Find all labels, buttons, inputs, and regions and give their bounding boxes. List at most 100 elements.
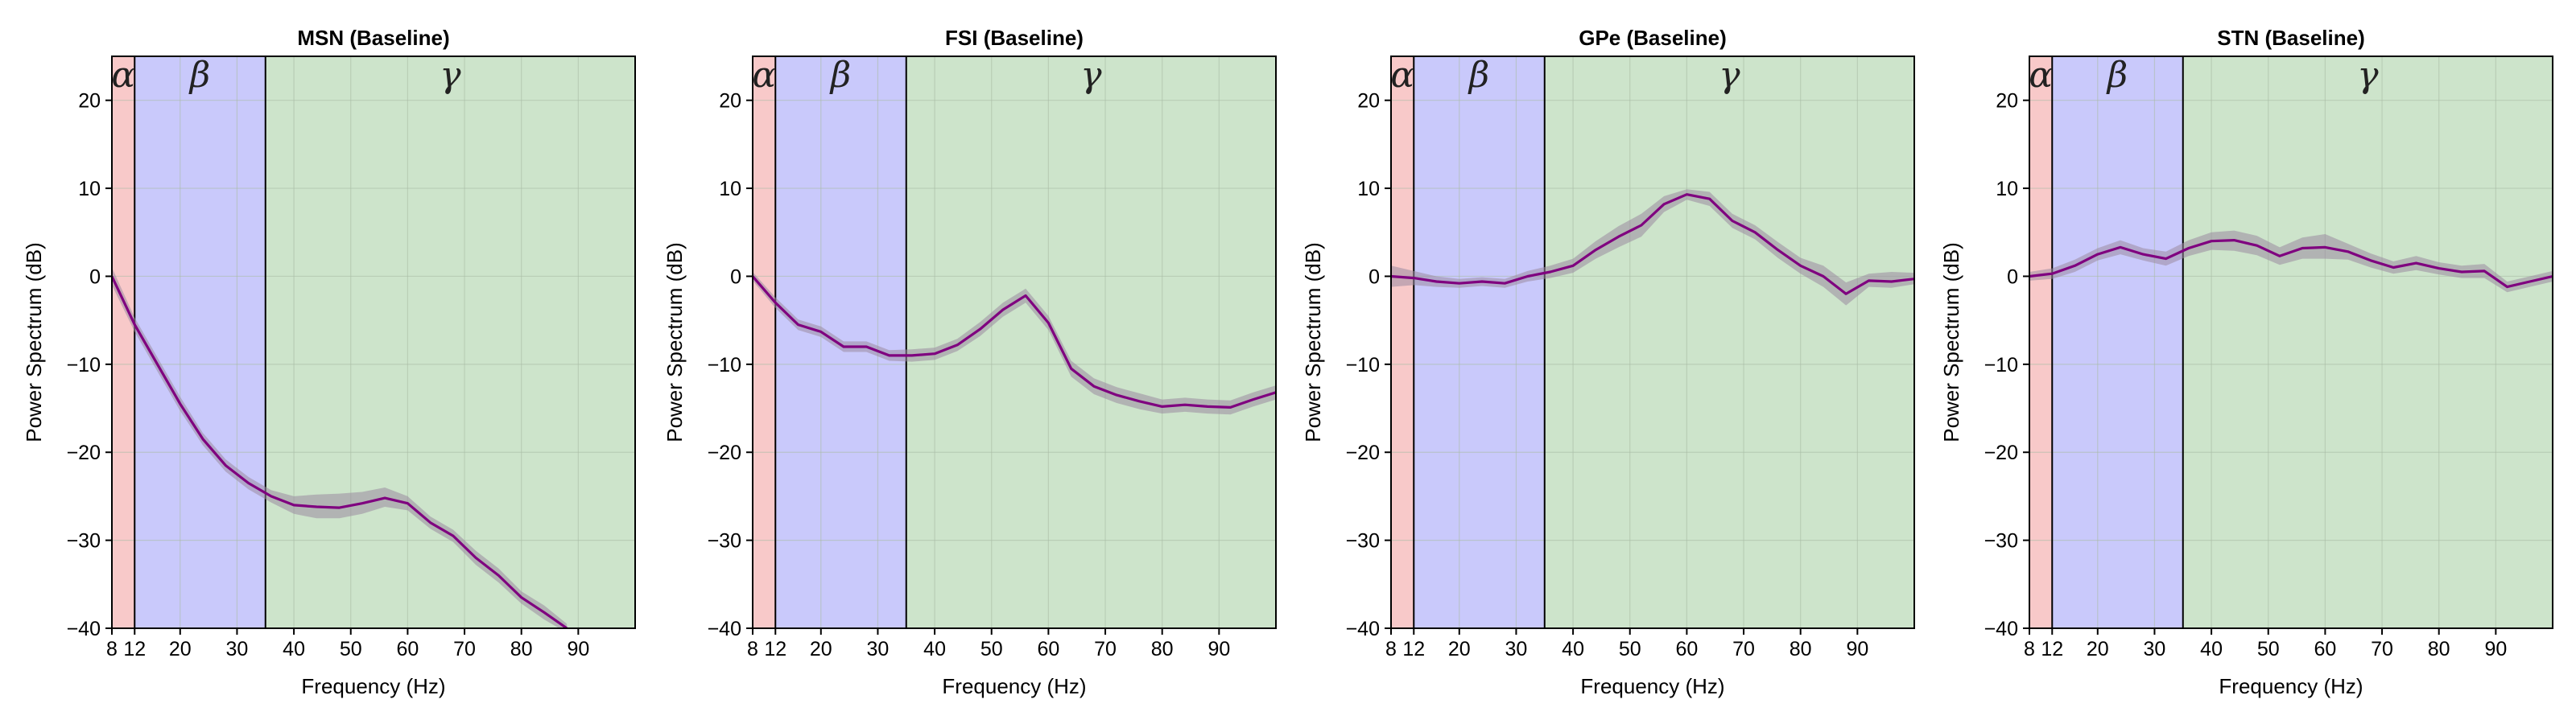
series-line — [1391, 193, 1914, 295]
axes-frame — [1390, 56, 1915, 629]
band-gamma-label: γ — [1080, 55, 1102, 96]
x-tick-label: 40 — [2200, 638, 2223, 660]
series-group — [753, 272, 1276, 415]
x-tick-label: 20 — [2087, 638, 2109, 660]
band-alpha-label: α — [752, 55, 776, 96]
y-tick-label: 20 — [1357, 90, 1380, 113]
band-alpha-label: α — [111, 55, 135, 96]
confidence-band — [112, 267, 568, 628]
y-tick-label: −40 — [708, 618, 741, 640]
panel-fsi: α β γ 8 12 20 30 40 50 60 70 80 90 20 10 0 −10 −20 −30 −40 F… — [663, 26, 1277, 698]
x-tick-label: 50 — [1619, 638, 1641, 660]
axes-frame — [752, 56, 1277, 629]
band-gamma-region — [2182, 56, 2553, 628]
x-tick-label: 50 — [2257, 638, 2280, 660]
y-tick-label: −30 — [1984, 530, 2018, 553]
x-tick-label: 50 — [340, 638, 362, 660]
y-tick-label: −30 — [67, 530, 101, 553]
x-tick-label: 60 — [396, 638, 419, 660]
y-axis-label: Power Spectrum (dB) — [663, 242, 687, 442]
band-alpha-region — [2029, 56, 2053, 628]
x-tick-label: 30 — [867, 638, 890, 660]
x-tick-label: 40 — [923, 638, 946, 660]
axes-frame — [111, 56, 636, 629]
y-tick-label: −20 — [67, 442, 101, 464]
x-tick-label: 8 — [1385, 638, 1397, 660]
y-tick-label: −40 — [67, 618, 101, 640]
series-line — [753, 275, 1276, 409]
panel-msn: α β γ 8 12 20 30 40 50 60 70 80 90 20 10 0 −10 −20 −30 −40 M… — [22, 26, 636, 698]
band-beta-label: β — [188, 55, 210, 96]
x-tick-label: 60 — [1037, 638, 1059, 660]
band-alpha-label: α — [1390, 55, 1414, 96]
y-tick-label: −40 — [1984, 618, 2018, 640]
x-tick-label: 8 — [2024, 638, 2035, 660]
x-tick-label: 30 — [2144, 638, 2166, 660]
confidence-band — [753, 272, 1276, 415]
x-tick-label: 8 — [747, 638, 758, 660]
x-tick-label: 80 — [510, 638, 533, 660]
chart-title: GPe (Baseline) — [1579, 26, 1727, 50]
x-axis-label: Frequency (Hz) — [1580, 674, 1724, 698]
x-tick-label: 8 — [106, 638, 118, 660]
y-tick-label: −30 — [708, 530, 741, 553]
chart-title: MSN (Baseline) — [297, 26, 449, 50]
chart-title: FSI (Baseline) — [945, 26, 1084, 50]
x-axis-label: Frequency (Hz) — [2219, 674, 2363, 698]
x-tick-label: 90 — [1208, 638, 1230, 660]
x-tick-label: 20 — [1448, 638, 1471, 660]
band-beta-label: β — [1468, 55, 1489, 96]
x-tick-label: 40 — [283, 638, 305, 660]
band-beta-region — [134, 56, 266, 628]
band-gamma-label: γ — [1719, 55, 1740, 96]
x-axis-label: Frequency (Hz) — [301, 674, 445, 698]
x-tick-label: 80 — [2428, 638, 2450, 660]
y-tick-label: 0 — [89, 265, 101, 288]
x-tick-label: 90 — [567, 638, 589, 660]
x-tick-label: 20 — [810, 638, 832, 660]
band-alpha-region — [112, 56, 135, 628]
y-tick-label: −10 — [708, 354, 741, 376]
x-tick-label: 60 — [1675, 638, 1698, 660]
y-axis-label: Power Spectrum (dB) — [1301, 242, 1325, 442]
band-alpha-label: α — [2029, 55, 2053, 96]
band-gamma-label: γ — [440, 55, 461, 96]
y-tick-label: 0 — [1368, 265, 1380, 288]
panel-gpe: α β γ 8 12 20 30 40 50 60 70 80 90 20 10 0 −10 −20 −30 −40 G… — [1301, 26, 1915, 698]
y-tick-label: 0 — [2007, 265, 2018, 288]
y-tick-label: 10 — [78, 178, 101, 200]
x-tick-label: 80 — [1790, 638, 1812, 660]
x-tick-label: 30 — [1505, 638, 1528, 660]
y-tick-label: −20 — [1984, 442, 2018, 464]
x-tick-label: 90 — [1846, 638, 1868, 660]
y-axis-label: Power Spectrum (dB) — [1939, 242, 1963, 442]
band-beta-region — [1414, 56, 1545, 628]
series-line — [2029, 239, 2553, 289]
x-tick-label: 90 — [2484, 638, 2507, 660]
x-tick-label: 30 — [226, 638, 249, 660]
band-gamma-region — [265, 56, 635, 628]
chart-title: STN (Baseline) — [2217, 26, 2365, 50]
y-tick-label: −40 — [1346, 618, 1380, 640]
axes-frame — [2029, 56, 2553, 629]
y-tick-label: −30 — [1346, 530, 1380, 553]
y-axis-label: Power Spectrum (dB) — [22, 242, 46, 442]
y-tick-label: 10 — [719, 178, 741, 200]
x-tick-label: 70 — [453, 638, 476, 660]
y-tick-label: −10 — [67, 354, 101, 376]
y-tick-label: 20 — [719, 90, 741, 113]
band-beta-label: β — [829, 55, 851, 96]
series-group — [112, 267, 568, 628]
y-tick-label: −20 — [708, 442, 741, 464]
panel-stn: α β γ 8 12 20 30 40 50 60 70 80 90 20 10 0 −10 −20 −30 −40 S… — [1939, 26, 2553, 698]
y-tick-label: −20 — [1346, 442, 1380, 464]
band-gamma-region — [1544, 56, 1914, 628]
x-axis-label: Frequency (Hz) — [942, 674, 1086, 698]
x-tick-label: 60 — [2314, 638, 2336, 660]
x-tick-label: 80 — [1151, 638, 1174, 660]
band-gamma-label: γ — [2357, 55, 2379, 96]
x-tick-label: 70 — [1094, 638, 1117, 660]
series-group — [2029, 230, 2553, 293]
y-tick-label: 10 — [1357, 178, 1380, 200]
confidence-band — [1391, 189, 1914, 306]
